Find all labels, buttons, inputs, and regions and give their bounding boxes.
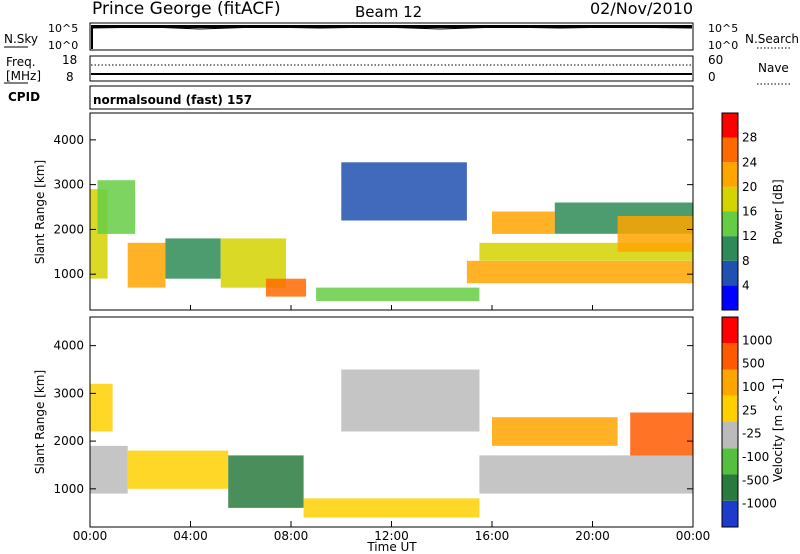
station-title: Prince George (fitACF) <box>92 0 281 19</box>
velocity-colorbar-swatch <box>722 317 738 344</box>
cpid-label: CPID <box>8 90 40 104</box>
velocity-colorbar-frame <box>721 316 739 528</box>
nsky-tick-top: 10^5 <box>48 22 78 35</box>
power-ytick-label: 2000 <box>53 222 84 236</box>
nsearch-tick-top: 10^5 <box>708 22 738 35</box>
power-colorbar-swatch <box>722 162 738 187</box>
power-colorbar-tick: 28 <box>742 131 757 145</box>
power-colorbar-swatch <box>722 137 738 163</box>
velocity-colorbar-tick: -25 <box>742 427 762 441</box>
power-echo-region <box>265 278 307 297</box>
freq-panel-frame <box>89 55 694 82</box>
velocity-colorbar-tick: -500 <box>742 473 769 487</box>
velocity-colorbar-tick: 500 <box>742 357 765 371</box>
velocity-echo-region <box>492 417 618 446</box>
velocity-echo-region <box>341 369 480 432</box>
date-title: 02/Nov/2010 <box>590 0 693 18</box>
power-colorbar-swatch <box>722 186 738 212</box>
velocity-echo-region <box>228 455 304 508</box>
power-colorbar-swatch <box>722 211 738 237</box>
power-colorbar-tick: 8 <box>742 254 750 268</box>
nsky-panel-frame <box>89 22 694 51</box>
velocity-colorbar-swatch <box>722 422 738 449</box>
time-tick-label: 00:00 <box>676 529 711 543</box>
velocity-echo-region <box>303 498 480 518</box>
velocity-colorbar-tick: 25 <box>742 403 757 417</box>
time-tick-label: 12:00 <box>374 529 409 543</box>
power-colorbar-swatch <box>722 236 738 261</box>
velocity-colorbar-tick: -1000 <box>742 497 777 511</box>
power-echo-region <box>316 287 480 301</box>
nave-tick-bottom: 0 <box>708 70 716 84</box>
velocity-colorbar-swatch <box>722 343 738 370</box>
velocity-colorbar-swatch <box>722 369 738 396</box>
power-ytick-label: 1000 <box>53 267 84 281</box>
velocity-echo-region <box>127 450 229 489</box>
power-ylabel: Slant Range [km] <box>33 160 47 264</box>
power-ytick-label: 4000 <box>53 133 84 147</box>
freq-tick-bottom: 8 <box>66 70 74 84</box>
power-echo-region <box>492 211 555 234</box>
power-ytick-label: 3000 <box>53 178 84 192</box>
freq-tick-top: 18 <box>62 53 77 67</box>
power-colorbar-frame <box>721 112 739 311</box>
time-tick-label: 00:00 <box>73 529 108 543</box>
power-colorbar-tick: 12 <box>742 229 757 243</box>
velocity-colorbar-swatch <box>722 395 738 422</box>
velocity-colorbar-swatch <box>722 448 738 475</box>
power-echo-region <box>466 260 693 284</box>
velocity-echo-region <box>479 455 693 494</box>
beam-title: Beam 12 <box>355 3 422 21</box>
power-echo-region <box>165 238 221 279</box>
velocity-colorbar-swatch <box>722 474 738 501</box>
time-axis-label: Time UT <box>366 540 417 554</box>
cpid-text: normalsound (fast) 157 <box>93 93 252 107</box>
velocity-echo-region <box>630 412 693 456</box>
power-colorbar-tick: 20 <box>742 180 757 194</box>
power-colorbar-label: Power [dB] <box>771 179 785 244</box>
time-tick-label: 20:00 <box>575 529 610 543</box>
power-echo-region <box>341 162 467 221</box>
nsky-label: N.Sky <box>4 32 38 46</box>
cpid-panel-frame <box>89 85 694 110</box>
nsearch-tick-bottom: 10^0 <box>708 39 738 52</box>
power-colorbar-tick: 24 <box>742 155 757 169</box>
velocity-echo-region <box>90 383 113 432</box>
velocity-colorbar-tick: 100 <box>742 380 765 394</box>
freq-label-line2: [MHz] <box>6 69 41 83</box>
power-colorbar-swatch <box>722 260 738 286</box>
velocity-echo-region <box>90 445 128 494</box>
nave-label: Nave <box>758 61 789 75</box>
nave-tick-top: 60 <box>708 53 723 67</box>
velocity-panel: 1000 2000 3000 4000 Slant Range [km] 1000 50… <box>33 316 785 528</box>
power-colorbar-swatch <box>722 285 738 310</box>
freq-label-line1: Freq. <box>6 55 36 69</box>
power-colorbar-swatch <box>722 113 738 138</box>
nsky-tick-bottom: 10^0 <box>48 39 78 52</box>
velocity-colorbar-tick: 1000 <box>742 333 773 347</box>
power-echo-region <box>127 242 166 288</box>
velocity-ylabel: Slant Range [km] <box>33 370 47 474</box>
velocity-colorbar-label: Velocity [m s^-1] <box>771 378 785 482</box>
power-panel: 1000 2000 3000 4000 Slant Range [km] 4 8 12 16… <box>33 112 785 311</box>
velocity-colorbar-tick: -100 <box>742 450 769 464</box>
time-tick-label: 04:00 <box>173 529 208 543</box>
velocity-ytick-label: 2000 <box>53 434 84 448</box>
velocity-ytick-label: 3000 <box>53 386 84 400</box>
nsearch-label: N.Search <box>745 32 799 46</box>
power-echo-region <box>97 180 136 234</box>
power-echo-region <box>617 216 693 252</box>
power-colorbar-tick: 16 <box>742 205 757 219</box>
time-tick-label: 16:00 <box>475 529 510 543</box>
velocity-colorbar-swatch <box>722 500 738 527</box>
power-colorbar-tick: 4 <box>742 278 750 292</box>
time-tick-label: 08:00 <box>274 529 309 543</box>
velocity-ytick-label: 1000 <box>53 482 84 496</box>
nsky-trace <box>90 25 693 49</box>
velocity-ytick-label: 4000 <box>53 339 84 353</box>
